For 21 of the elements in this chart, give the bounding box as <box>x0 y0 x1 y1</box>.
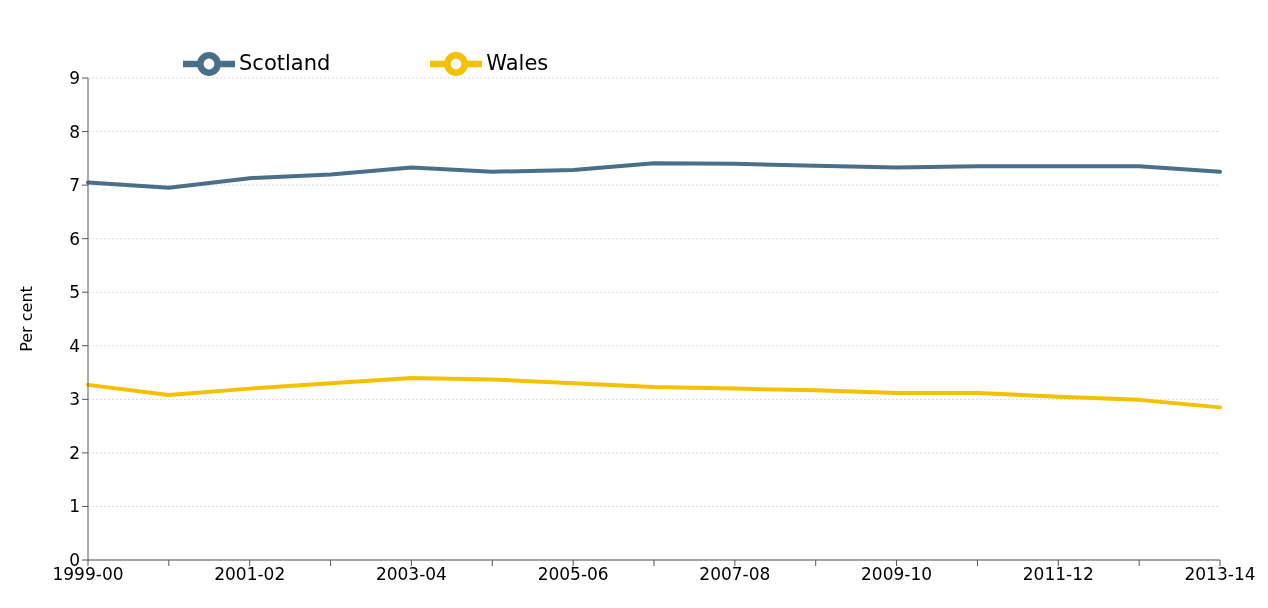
x-tick-label: 2001-02 <box>214 564 286 585</box>
x-tick-label: 2005-06 <box>537 564 609 585</box>
y-tick-label: 1 <box>69 496 80 517</box>
y-tick-label: 8 <box>69 121 80 142</box>
x-tick-label: 2007-08 <box>699 564 771 585</box>
legend-label: Scotland <box>239 51 331 75</box>
y-tick-label: 7 <box>69 175 80 196</box>
y-tick-label: 6 <box>69 228 80 249</box>
line-series <box>86 375 1222 410</box>
y-tick-label: 4 <box>69 335 80 356</box>
y-tick-label: 9 <box>69 68 80 89</box>
legend-label: Wales <box>486 51 549 75</box>
y-axis-title: Per cent <box>16 286 36 352</box>
x-tick-label: 2013-14 <box>1184 564 1256 585</box>
x-tick-label: 2011-12 <box>1022 564 1094 585</box>
y-tick-label: 2 <box>69 442 80 463</box>
x-tick-label: 2009-10 <box>861 564 933 585</box>
line-series <box>86 161 1222 190</box>
y-tick-label: 3 <box>69 389 80 410</box>
y-tick-label: 5 <box>69 282 80 303</box>
x-tick-label: 2003-04 <box>375 564 447 585</box>
